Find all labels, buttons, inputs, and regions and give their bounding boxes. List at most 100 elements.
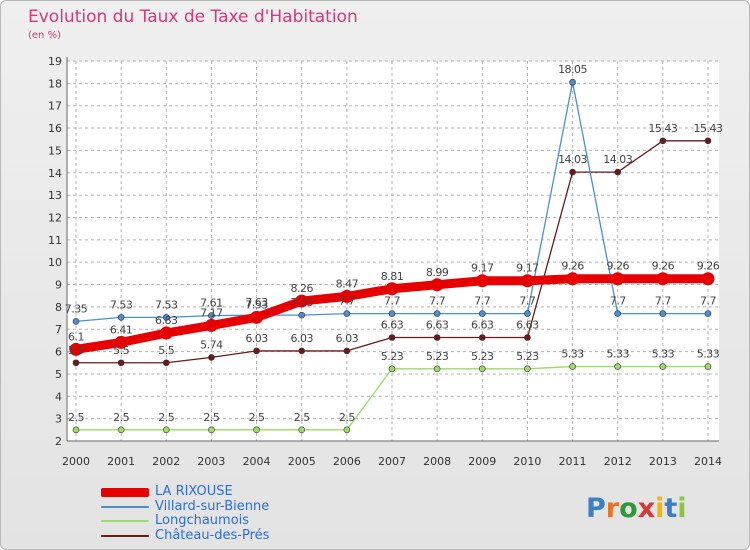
data-point <box>524 365 531 373</box>
legend-label: Château-des-Prés <box>155 527 270 543</box>
data-label: 14.03 <box>603 153 632 166</box>
data-point <box>524 310 531 317</box>
y-tick-label: 13 <box>48 189 62 202</box>
y-tick-label: 5 <box>55 368 62 381</box>
data-point <box>569 168 576 176</box>
data-label: 9.17 <box>516 262 539 275</box>
data-point <box>208 354 215 361</box>
data-point <box>704 310 712 317</box>
data-label: 2.5 <box>68 411 84 424</box>
y-tick-label: 3 <box>55 413 62 426</box>
data-point <box>388 365 396 373</box>
y-tick-label: 16 <box>48 122 62 135</box>
data-label: 6.1 <box>68 330 84 343</box>
y-tick-label: 10 <box>48 256 62 269</box>
y-tick-label: 18 <box>48 77 62 90</box>
x-tick-label: 2007 <box>378 455 406 468</box>
data-point <box>614 310 622 317</box>
data-point <box>162 426 170 434</box>
data-point <box>478 334 486 341</box>
data-label: 2.5 <box>113 411 129 424</box>
data-label: 6.03 <box>245 332 268 345</box>
data-label: 9.17 <box>471 262 494 275</box>
y-tick-label: 11 <box>48 234 62 247</box>
data-point <box>117 426 125 434</box>
data-point <box>208 312 215 319</box>
legend-label: Villard-sur-Bienne <box>155 498 270 514</box>
y-tick-label: 6 <box>55 346 62 359</box>
x-tick-label: 2013 <box>649 455 677 468</box>
data-point <box>701 272 715 286</box>
data-label: 5.33 <box>652 348 675 361</box>
data-label: 7.63 <box>290 296 313 309</box>
data-point <box>72 318 80 325</box>
y-tick-label: 12 <box>48 211 62 224</box>
data-point <box>298 311 306 319</box>
data-label: 9.26 <box>606 260 629 273</box>
data-point <box>704 363 712 370</box>
data-point <box>614 168 622 176</box>
x-tick-label: 2005 <box>288 455 316 468</box>
data-point <box>430 278 444 292</box>
x-tick-label: 2011 <box>559 455 587 468</box>
data-label: 5.23 <box>426 350 449 363</box>
data-point <box>569 363 576 370</box>
data-point <box>250 310 264 324</box>
x-tick-label: 2000 <box>62 455 90 468</box>
data-label: 6.63 <box>471 319 494 332</box>
y-tick-label: 8 <box>55 301 62 314</box>
y-tick-label: 15 <box>48 144 62 157</box>
x-tick-label: 2001 <box>107 455 135 468</box>
data-point <box>433 310 441 317</box>
data-point <box>388 310 396 317</box>
y-tick-label: 17 <box>48 100 62 113</box>
data-point <box>433 334 441 341</box>
data-label: 7.7 <box>429 295 445 308</box>
data-label: 7.7 <box>384 295 400 308</box>
data-label: 7.7 <box>519 295 535 308</box>
data-label: 15.43 <box>694 122 723 135</box>
data-label: 6.03 <box>290 332 313 345</box>
data-label: 2.5 <box>294 411 310 424</box>
data-point <box>340 289 354 303</box>
data-point <box>343 347 351 355</box>
data-point <box>298 426 306 434</box>
data-label: 18.05 <box>558 63 587 76</box>
x-tick-label: 2003 <box>197 455 225 468</box>
legend-label: Longchaumois <box>155 513 250 529</box>
data-label: 5.23 <box>516 350 539 363</box>
legend-swatch <box>101 505 149 508</box>
data-point <box>659 137 667 145</box>
y-tick-label: 7 <box>55 323 62 336</box>
data-label: 8.26 <box>290 282 313 295</box>
data-label: 8.81 <box>381 270 404 283</box>
data-point <box>208 426 215 434</box>
data-point <box>117 359 125 367</box>
legend-item-chateau-des-pres: Château-des-Prés <box>101 527 421 544</box>
data-point <box>656 272 670 286</box>
data-label: 7.7 <box>610 295 626 308</box>
data-label: 6.41 <box>110 323 133 336</box>
data-point <box>659 310 667 317</box>
data-label: 5.23 <box>381 350 404 363</box>
data-label: 5.33 <box>561 348 584 361</box>
data-label: 7.7 <box>655 295 671 308</box>
y-tick-label: 19 <box>48 55 62 68</box>
data-label: 7.7 <box>339 295 355 308</box>
legend-item-la-rixouse: LA RIXOUSE <box>101 485 421 500</box>
data-label: 5.5 <box>68 344 84 357</box>
data-label: 6.63 <box>516 319 539 332</box>
legend-swatch <box>101 534 149 537</box>
data-label: 2.5 <box>339 411 355 424</box>
data-label: 6.63 <box>426 319 449 332</box>
data-point <box>524 334 531 341</box>
data-point <box>343 426 351 434</box>
data-label: 6.83 <box>155 314 178 327</box>
y-tick-label: 4 <box>55 390 62 403</box>
x-tick-label: 2006 <box>333 455 361 468</box>
x-tick-label: 2004 <box>243 455 271 468</box>
data-point <box>72 359 80 367</box>
data-label: 9.26 <box>561 260 584 273</box>
chart-subtitle: (en %) <box>28 30 61 41</box>
